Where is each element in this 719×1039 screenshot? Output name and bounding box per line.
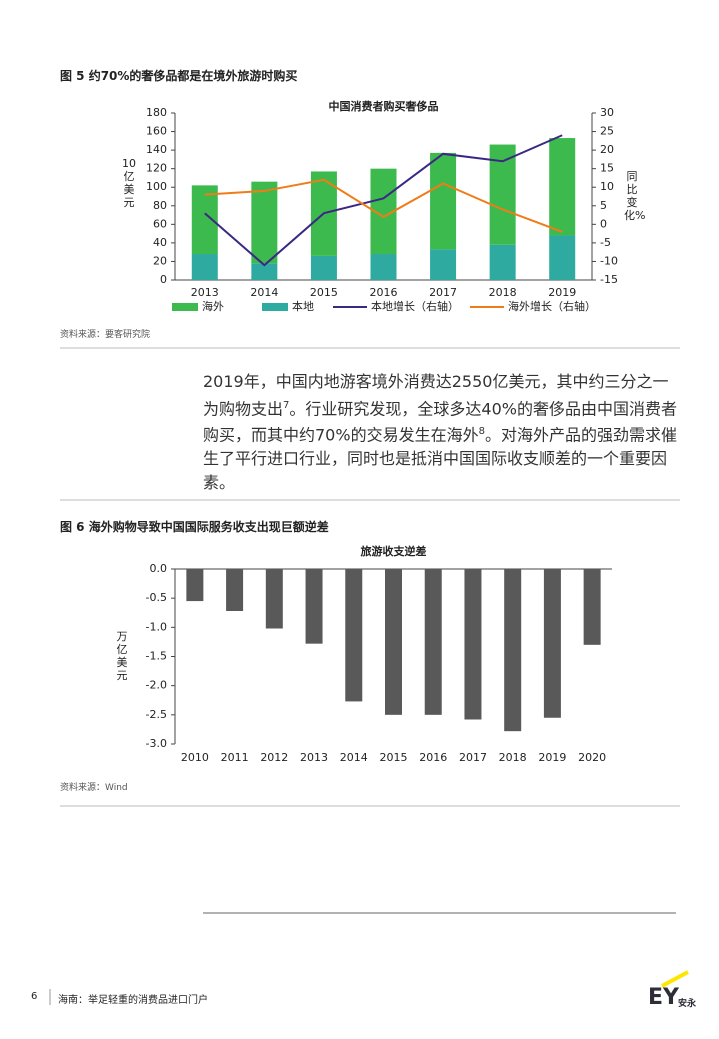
figure-heading: 图 5 约70%的奢侈品都是在境外旅游时购买 (60, 69, 298, 83)
y-tick-label: -0.5 (146, 591, 167, 604)
y-tick-label: 60 (153, 217, 167, 230)
figure-heading: 图 6 海外购物导致中国国际服务收支出现巨额逆差 (60, 520, 329, 534)
y2-tick-label: -5 (600, 236, 611, 249)
y2-tick-label: -10 (600, 254, 618, 267)
x-tick-label: 2014 (340, 751, 368, 764)
line-series (204, 178, 563, 233)
x-tick-label: 2014 (250, 286, 278, 299)
bar (251, 263, 278, 280)
y-tick-label: 80 (153, 199, 167, 212)
text: 。对海外产品的强劲需求催生了平行进口行业，同时也是抵消中国国际收支顺差的一个重要… (203, 425, 677, 492)
y-tick-label: -1.5 (146, 650, 167, 663)
bar (370, 254, 397, 280)
bar (489, 244, 516, 280)
x-tick-label: 2017 (429, 286, 457, 299)
y2-tick-label: 0 (600, 217, 607, 230)
bar (504, 569, 522, 732)
source: 资料来源：Wind (60, 783, 128, 793)
x-tick-label: 2016 (419, 751, 447, 764)
bar (186, 569, 204, 602)
bar (226, 569, 244, 611)
footnote-ref: 7 (283, 399, 290, 411)
y-tick-label: 180 (146, 106, 167, 119)
logo-cn: 安永 (678, 999, 697, 1009)
x-tick-label: 2020 (578, 751, 606, 764)
y-tick-label: 140 (146, 143, 167, 156)
y-tick-label: -3.0 (146, 737, 167, 750)
legend-label: 本地 (292, 299, 314, 313)
legend-label: 海外 (202, 299, 224, 313)
bar (305, 569, 323, 644)
x-tick-label: 2010 (181, 751, 209, 764)
x-tick-label: 2013 (300, 751, 328, 764)
page-number: 6 (31, 991, 38, 1002)
bar (191, 254, 218, 280)
x-tick-label: 2019 (538, 751, 566, 764)
x-tick-label: 2018 (499, 751, 527, 764)
y-tick-label: 40 (153, 236, 167, 249)
bar (191, 185, 218, 255)
x-tick-label: 2018 (489, 286, 517, 299)
y-tick-label: -1.0 (146, 620, 167, 633)
bar (345, 569, 363, 702)
x-tick-label: 2017 (459, 751, 487, 764)
bar (549, 138, 576, 236)
bar (430, 249, 457, 280)
footnote-ref: 8 (478, 426, 485, 438)
y-tick-label: 0 (160, 273, 167, 286)
y-tick-label: -2.5 (146, 708, 167, 721)
y2-tick-label: -15 (600, 273, 618, 286)
chart-title: 旅游收支逆差 (361, 544, 427, 558)
bar (385, 569, 402, 715)
legend-swatch (262, 303, 288, 311)
y2-tick-label: 5 (600, 199, 607, 212)
bar (251, 181, 278, 264)
y2-axis-label: 同比变化% (624, 170, 646, 222)
bar (464, 569, 482, 720)
footer-title: 海南：举足轻重的消费品进口门户 (58, 995, 208, 1006)
bar (549, 235, 576, 280)
bar (265, 569, 283, 629)
logo: EY (648, 985, 679, 1010)
y-tick-label: 120 (146, 162, 167, 175)
source: 资料来源：要客研究院 (60, 330, 151, 340)
y2-tick-label: 25 (600, 125, 614, 138)
y-tick-label: 0.0 (150, 562, 168, 575)
y2-tick-label: 20 (600, 143, 614, 156)
x-tick-label: 2019 (548, 286, 576, 299)
bar (310, 255, 337, 280)
y-tick-label: 20 (153, 254, 167, 267)
chart-title: 中国消费者购买奢侈品 (329, 99, 439, 113)
legend-swatch (172, 303, 198, 311)
bar (430, 152, 457, 250)
y-axis-label: 万亿美元 (116, 630, 128, 682)
bar (583, 569, 601, 645)
x-tick-label: 2013 (191, 286, 219, 299)
bar (543, 569, 561, 718)
text: 。行业研究发现，全球多达40%的奢侈品由中国消费者购买，而其中约70%的交易发生… (203, 398, 677, 445)
y-tick-label: 160 (146, 125, 167, 138)
legend-label: 海外增长（右轴） (508, 299, 596, 313)
bar (424, 569, 442, 715)
x-tick-label: 2015 (310, 286, 338, 299)
paragraph: 2019年，中国内地游客境外消费达2550亿美元，其中约三分之一为购物支出7。行… (203, 370, 681, 494)
y2-tick-label: 30 (600, 106, 614, 119)
y2-tick-label: 15 (600, 162, 614, 175)
x-tick-label: 2011 (221, 751, 249, 764)
x-tick-label: 2016 (370, 286, 398, 299)
x-tick-label: 2012 (260, 751, 288, 764)
y-axis-label: 10亿美元 (122, 157, 136, 209)
line-series (204, 134, 563, 267)
y-tick-label: -2.0 (146, 679, 167, 692)
text: 2019年，中国内地游客境外消费达2550亿美元，其中约三分之一为购物支出 (203, 372, 669, 418)
x-tick-label: 2015 (380, 751, 408, 764)
logo-bar (661, 970, 689, 988)
y-tick-label: 100 (146, 180, 167, 193)
legend-label: 本地增长（右轴） (371, 299, 459, 313)
y2-tick-label: 10 (600, 180, 614, 193)
